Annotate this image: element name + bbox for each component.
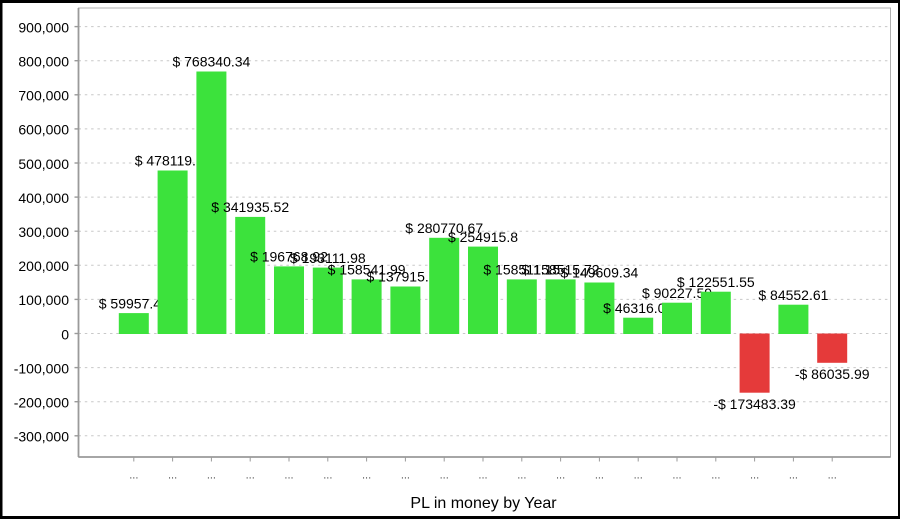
svg-text:$ 59957.46: $ 59957.46: [99, 295, 169, 311]
svg-text:...: ...: [789, 470, 798, 482]
svg-text:...: ...: [129, 470, 138, 482]
svg-text:...: ...: [556, 470, 565, 482]
svg-text:200,000: 200,000: [18, 258, 69, 274]
svg-text:...: ...: [672, 470, 681, 482]
svg-text:600,000: 600,000: [18, 122, 69, 138]
svg-text:0: 0: [61, 326, 69, 342]
svg-text:$ 196768.92: $ 196768.92: [250, 249, 328, 265]
svg-text:$ 768340.34: $ 768340.34: [172, 54, 250, 70]
svg-text:$ 254915.8: $ 254915.8: [448, 229, 518, 245]
svg-text:$ 84552.61: $ 84552.61: [758, 287, 828, 303]
svg-text:$ 137915.74: $ 137915.74: [366, 269, 444, 285]
svg-text:400,000: 400,000: [18, 190, 69, 206]
svg-text:-200,000: -200,000: [14, 395, 69, 411]
svg-text:700,000: 700,000: [18, 88, 69, 104]
svg-text:$ 341935.52: $ 341935.52: [211, 199, 289, 215]
svg-text:$ 149609.34: $ 149609.34: [560, 265, 638, 281]
svg-text:...: ...: [440, 470, 449, 482]
svg-text:...: ...: [207, 470, 216, 482]
svg-text:...: ...: [595, 470, 604, 482]
svg-text:$ 193111.98: $ 193111.98: [290, 250, 366, 266]
svg-text:$ 158515.72: $ 158515.72: [522, 262, 600, 278]
svg-text:$ 158511.15: $ 158511.15: [483, 262, 560, 278]
svg-text:...: ...: [634, 470, 643, 482]
svg-text:...: ...: [517, 470, 526, 482]
svg-text:$ 90227.59: $ 90227.59: [642, 285, 712, 301]
svg-text:PL in money by Year: PL in money by Year: [410, 495, 557, 512]
svg-text:...: ...: [828, 470, 837, 482]
svg-text:-300,000: -300,000: [14, 429, 69, 445]
svg-text:-100,000: -100,000: [14, 360, 69, 376]
svg-text:...: ...: [284, 470, 293, 482]
svg-text:300,000: 300,000: [18, 224, 69, 240]
svg-text:$ 122551.55: $ 122551.55: [677, 274, 755, 290]
svg-text:...: ...: [168, 470, 177, 482]
svg-text:100,000: 100,000: [18, 292, 69, 308]
svg-text:$ 46316.07: $ 46316.07: [603, 300, 673, 316]
svg-text:800,000: 800,000: [18, 54, 69, 70]
svg-text:900,000: 900,000: [18, 19, 69, 35]
svg-text:...: ...: [711, 470, 720, 482]
svg-text:...: ...: [750, 470, 759, 482]
svg-text:...: ...: [478, 470, 487, 482]
svg-text:...: ...: [362, 470, 371, 482]
svg-text:...: ...: [401, 470, 410, 482]
svg-text:-$ 86035.99: -$ 86035.99: [795, 366, 870, 382]
svg-text:$ 280770.67: $ 280770.67: [405, 220, 483, 236]
svg-text:500,000: 500,000: [18, 156, 69, 172]
svg-text:$ 478119.11: $ 478119.11: [135, 153, 211, 169]
svg-text:$ 158541.99: $ 158541.99: [328, 262, 406, 278]
svg-text:...: ...: [246, 470, 255, 482]
svg-text:-$ 173483.39: -$ 173483.39: [713, 396, 796, 412]
svg-text:...: ...: [323, 470, 332, 482]
